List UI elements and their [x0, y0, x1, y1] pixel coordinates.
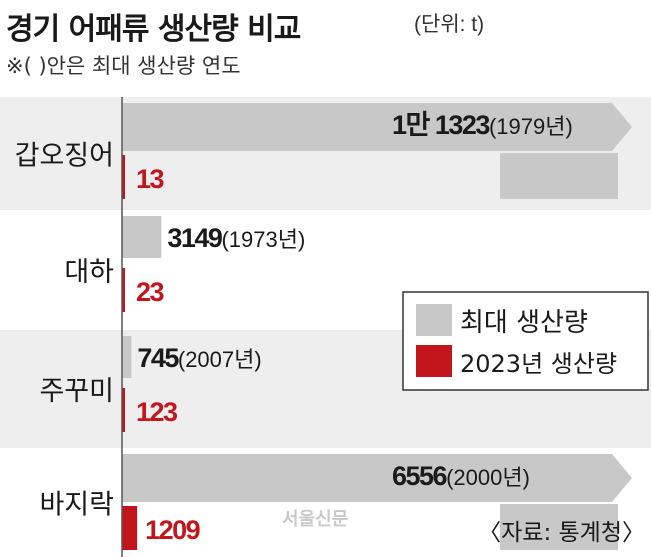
unit-label: (단위: t) [414, 13, 485, 36]
max-bar-broken-lower [500, 504, 618, 550]
y2023-bar [122, 388, 125, 432]
max-bar-broken [122, 454, 632, 502]
legend-label-max: 최대 생산량 [460, 308, 588, 338]
max-value-label: 6556(2000년) [392, 461, 530, 491]
y2023-value-label: 123 [136, 397, 178, 427]
max-bar-broken [122, 103, 632, 151]
category-label: 바지락 [39, 490, 114, 521]
y2023-bar [122, 155, 125, 199]
max-value-label: 745(2007년) [137, 343, 261, 373]
legend-label-2023: 2023년 생산량 [460, 350, 617, 378]
category-label: 대하 [64, 257, 114, 288]
y2023-value-label: 23 [136, 277, 165, 307]
year-note: ※( )안은 최대 생산량 연도 [6, 54, 241, 78]
category-label: 주꾸미 [39, 376, 114, 407]
y2023-value-label: 13 [136, 164, 165, 194]
category-label: 갑오징어 [15, 141, 114, 172]
max-bar [122, 216, 162, 258]
y2023-value-label: 1209 [145, 515, 201, 545]
max-value-label: 3149(1973년) [167, 223, 305, 253]
source-label: 〈자료: 통계청〉 [478, 520, 645, 546]
chart-title: 경기 어패류 생산량 비교 [6, 12, 301, 47]
y2023-bar [122, 506, 138, 550]
max-value-label: 1만 1323(1979년) [392, 110, 573, 140]
max-bar [122, 336, 132, 378]
watermark: 서울신문 [282, 509, 348, 530]
y2023-bar [122, 268, 125, 312]
max-bar-broken-lower [500, 153, 618, 199]
legend-swatch-max [416, 304, 452, 336]
legend-swatch-2023 [416, 345, 452, 377]
